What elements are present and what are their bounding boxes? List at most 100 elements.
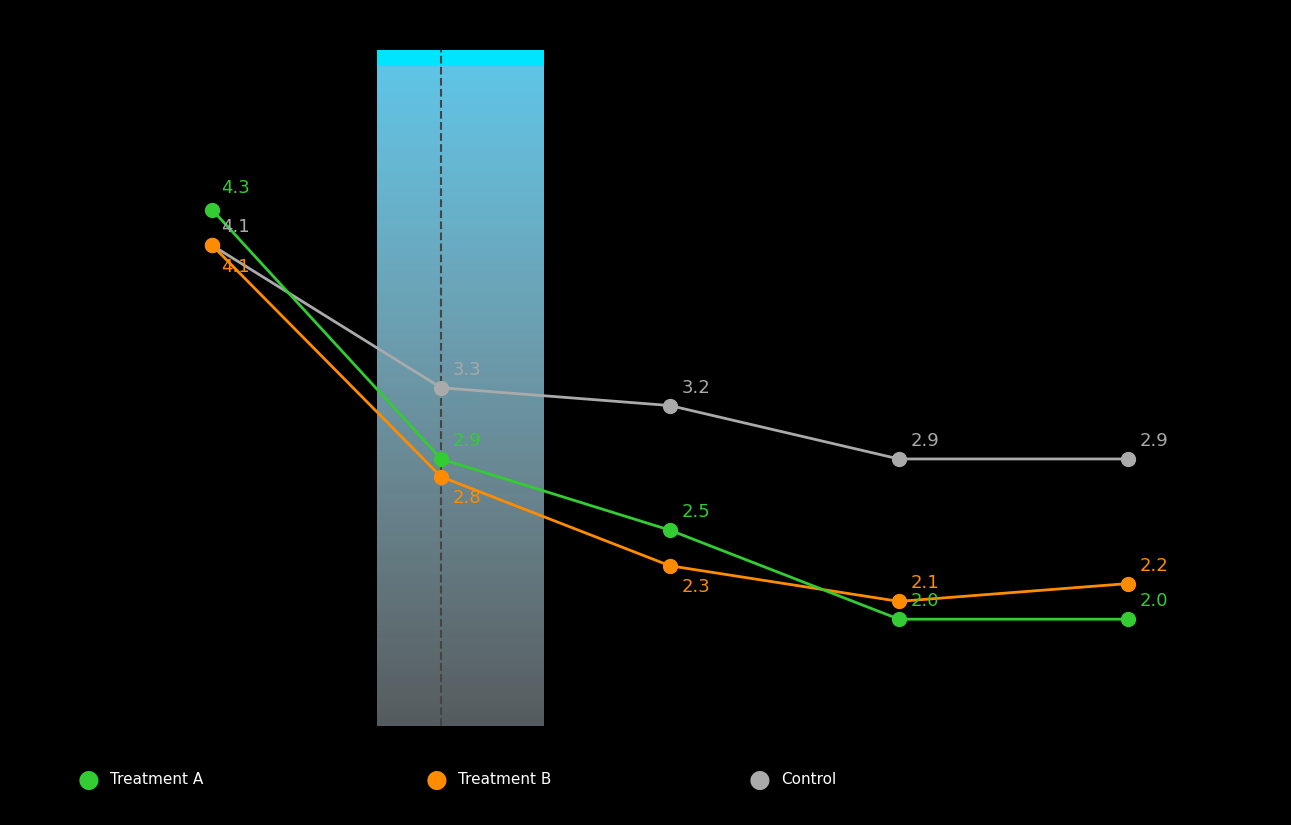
- Bar: [377, 516, 544, 520]
- Bar: [377, 621, 544, 625]
- Text: 3.2: 3.2: [682, 379, 710, 397]
- Bar: [377, 388, 544, 391]
- Bar: [377, 378, 544, 381]
- Bar: [377, 435, 544, 439]
- Bar: [377, 428, 544, 431]
- Bar: [377, 628, 544, 631]
- Bar: [377, 483, 544, 486]
- Bar: [377, 97, 544, 101]
- Bar: [377, 550, 544, 554]
- Bar: [377, 330, 544, 333]
- Bar: [377, 198, 544, 202]
- Bar: [377, 384, 544, 388]
- Bar: [377, 354, 544, 357]
- Bar: [377, 607, 544, 611]
- Bar: [377, 317, 544, 320]
- Bar: [377, 655, 544, 658]
- Bar: [377, 364, 544, 367]
- Bar: [377, 557, 544, 560]
- Bar: [377, 591, 544, 594]
- Bar: [377, 219, 544, 222]
- Bar: [377, 689, 544, 692]
- Bar: [377, 303, 544, 307]
- Bar: [377, 723, 544, 726]
- Bar: [377, 127, 544, 130]
- Bar: [377, 209, 544, 212]
- Bar: [377, 686, 544, 689]
- Bar: [377, 401, 544, 405]
- Bar: [377, 124, 544, 127]
- Bar: [377, 533, 544, 536]
- Bar: [377, 357, 544, 361]
- Bar: [377, 510, 544, 513]
- Bar: [377, 381, 544, 384]
- Bar: [377, 665, 544, 668]
- Bar: [377, 120, 544, 124]
- Bar: [377, 682, 544, 686]
- Bar: [377, 412, 544, 415]
- Bar: [377, 195, 544, 198]
- Bar: [377, 676, 544, 679]
- Bar: [377, 631, 544, 634]
- Text: Treatment A: Treatment A: [110, 772, 203, 787]
- Bar: [377, 567, 544, 570]
- Bar: [377, 66, 544, 70]
- Bar: [377, 405, 544, 408]
- Bar: [377, 604, 544, 607]
- Bar: [377, 465, 544, 469]
- Bar: [377, 570, 544, 574]
- Bar: [377, 56, 544, 59]
- Text: 2.1: 2.1: [910, 574, 939, 592]
- Bar: [377, 80, 544, 83]
- Bar: [377, 446, 544, 449]
- Bar: [377, 540, 544, 544]
- Bar: [377, 648, 544, 652]
- Bar: [377, 469, 544, 472]
- Bar: [377, 574, 544, 577]
- Text: 2.0: 2.0: [910, 592, 939, 610]
- Bar: [377, 713, 544, 716]
- Bar: [377, 523, 544, 526]
- Bar: [377, 154, 544, 158]
- Bar: [377, 53, 544, 56]
- Bar: [377, 502, 544, 507]
- Bar: [377, 638, 544, 642]
- Bar: [377, 50, 544, 53]
- Bar: [377, 705, 544, 710]
- Bar: [377, 337, 544, 341]
- Bar: [377, 290, 544, 293]
- Text: 2.8: 2.8: [453, 489, 482, 507]
- Bar: [377, 310, 544, 314]
- Bar: [377, 107, 544, 111]
- Bar: [377, 652, 544, 655]
- Bar: [377, 296, 544, 299]
- Bar: [377, 634, 544, 638]
- Bar: [377, 341, 544, 344]
- Bar: [377, 507, 544, 510]
- Bar: [377, 83, 544, 87]
- Bar: [377, 563, 544, 567]
- Bar: [377, 544, 544, 547]
- Text: 4.1: 4.1: [221, 219, 250, 237]
- Bar: [377, 418, 544, 422]
- Bar: [377, 276, 544, 280]
- Bar: [377, 144, 544, 148]
- Bar: [377, 408, 544, 412]
- Bar: [377, 716, 544, 719]
- Text: 2.2: 2.2: [1139, 557, 1168, 575]
- Bar: [377, 709, 544, 713]
- Bar: [377, 499, 544, 502]
- Bar: [377, 225, 544, 229]
- Bar: [377, 205, 544, 209]
- Bar: [377, 252, 544, 256]
- Bar: [377, 63, 544, 66]
- Bar: [377, 462, 544, 465]
- Bar: [377, 662, 544, 665]
- Bar: [377, 239, 544, 243]
- Bar: [377, 347, 544, 351]
- Bar: [377, 391, 544, 394]
- Bar: [377, 130, 544, 134]
- Bar: [377, 117, 544, 120]
- Bar: [377, 394, 544, 398]
- Bar: [377, 455, 544, 459]
